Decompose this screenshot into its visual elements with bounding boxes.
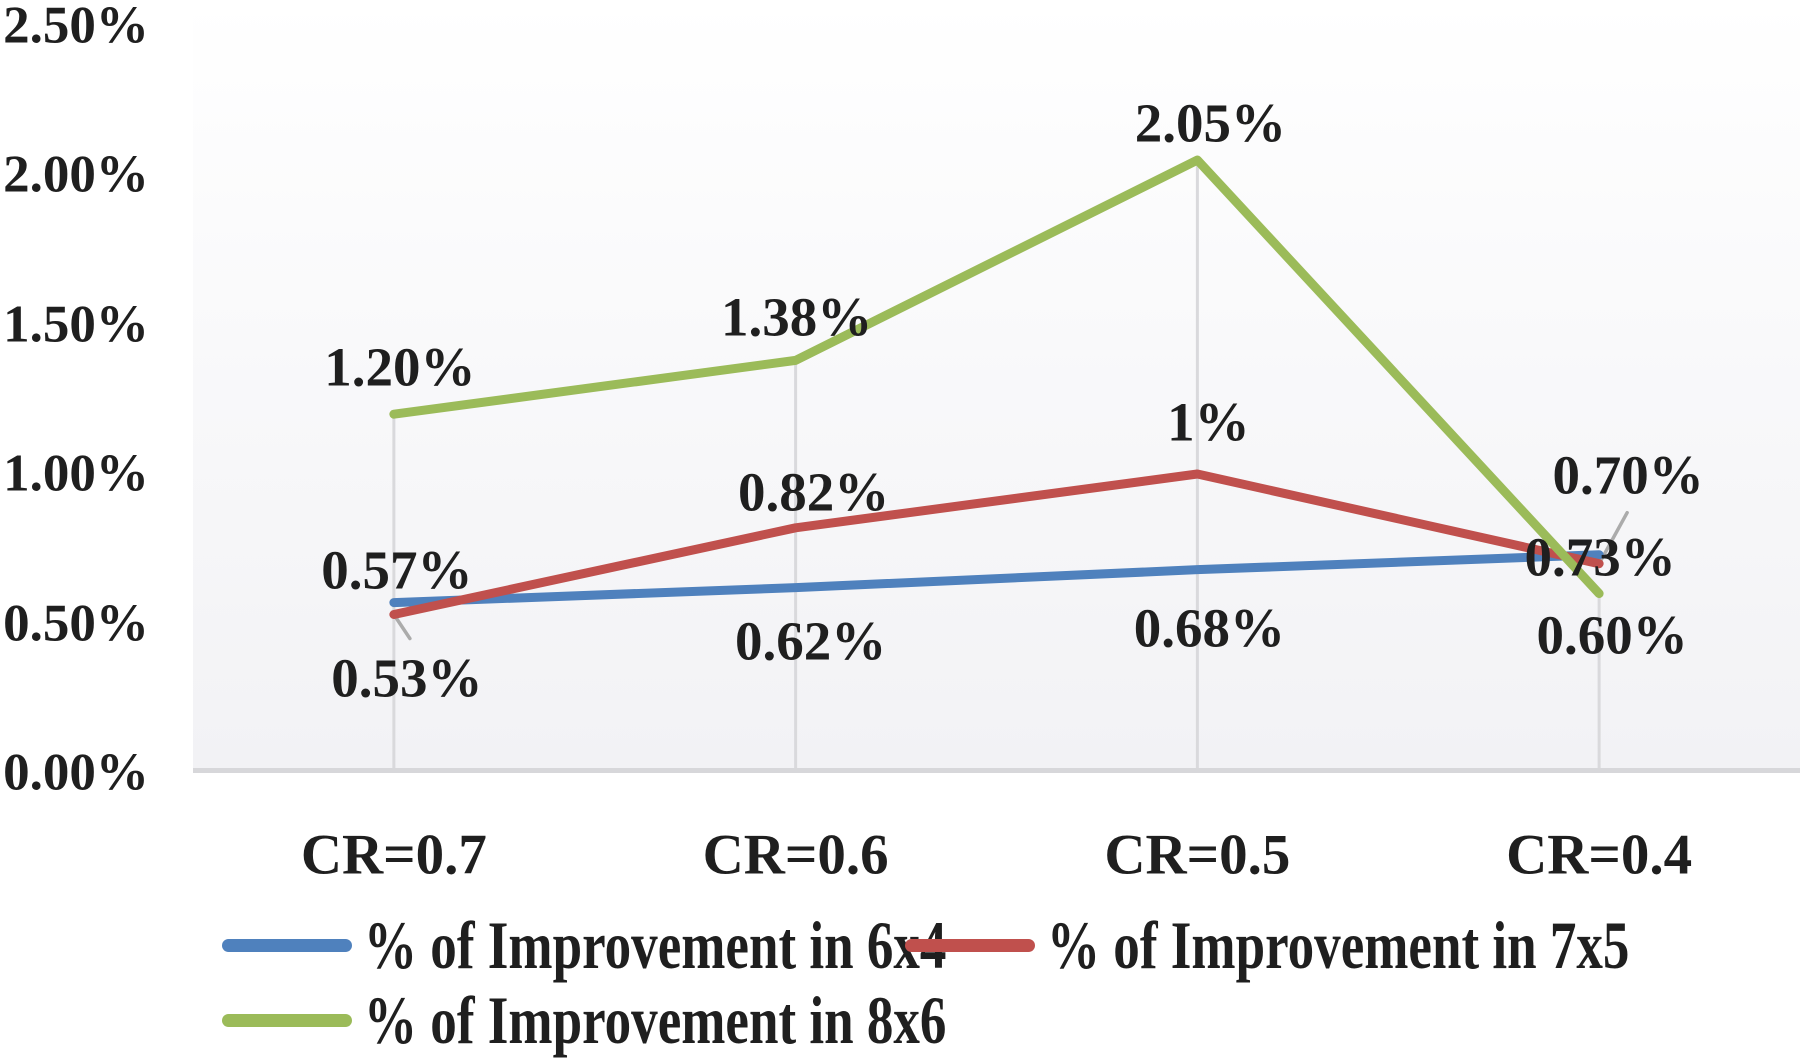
y-axis-tick-label: 0.50% [3, 594, 149, 652]
x-axis-category-label: CR=0.4 [1506, 823, 1693, 887]
data-label: 0.70% [1552, 444, 1704, 506]
data-label: 0.57% [321, 539, 473, 601]
series-line-8x6 [389, 155, 1604, 599]
legend-line-swatch [222, 1013, 352, 1027]
x-axis-line [193, 768, 1800, 773]
label-leader-line [1597, 510, 1629, 566]
x-axis-category-label: CR=0.6 [702, 823, 889, 887]
y-axis-tick-label: 2.00% [3, 145, 149, 204]
data-label: 0.62% [735, 610, 887, 672]
data-label: 0.60% [1536, 604, 1688, 666]
plot-background [193, 0, 1800, 771]
x-axis-category-label: CR=0.5 [1104, 823, 1291, 887]
y-axis-tick-label: 1.50% [3, 295, 149, 353]
series-line-7x5 [389, 469, 1604, 620]
data-label: 0.82% [738, 461, 890, 523]
legend-label: % of Improvement in 7x5 [1047, 907, 1630, 983]
y-axis-tick-label: 0.00% [3, 743, 149, 802]
legend-line-swatch [905, 938, 1035, 952]
data-label: 0.68% [1133, 597, 1285, 659]
data-label: 1.38% [721, 286, 873, 348]
legend-label: % of Improvement in 6x4 [364, 907, 947, 983]
y-axis-tick-label: 2.50% [3, 0, 149, 54]
data-label: 0.53% [331, 647, 483, 709]
legend-item-6x4: % of Improvement in 6x4 [222, 907, 1111, 983]
data-label: 1.20% [324, 336, 476, 398]
y-axis-tick-label: 1.00% [3, 444, 149, 503]
legend-item-7x5: % of Improvement in 7x5 [905, 907, 1794, 983]
data-label: 0.73% [1524, 526, 1676, 588]
series-line-6x4 [389, 550, 1604, 608]
legend-line-swatch [222, 938, 352, 952]
data-label: 1% [1167, 391, 1250, 453]
legend-item-8x6: % of Improvement in 8x6 [222, 982, 1111, 1058]
x-axis-category-label: CR=0.7 [300, 823, 487, 887]
legend-label: % of Improvement in 8x6 [364, 982, 947, 1058]
data-label: 2.05% [1134, 92, 1286, 154]
